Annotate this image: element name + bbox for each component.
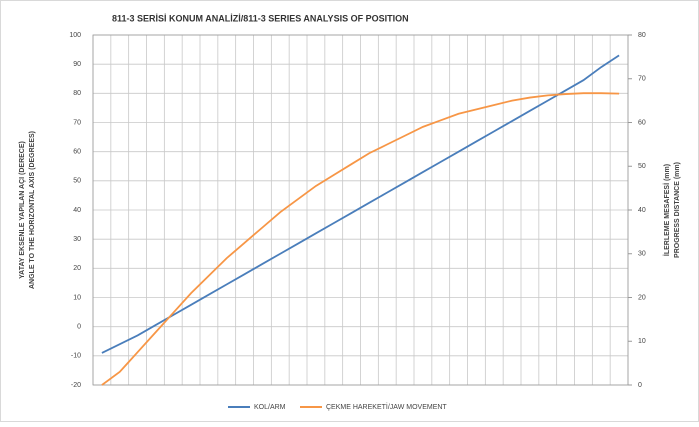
y2-axis-title: PROGRESS DISTANCE (mm)	[674, 162, 681, 258]
y2-tick-label: 70	[638, 76, 646, 83]
y-tick-label: 0	[77, 324, 81, 331]
legend-label: KOL/ARM	[254, 404, 286, 411]
y-tick-label: 30	[73, 236, 81, 243]
y-axis-title: ANGLE TO THE HORIZONTAL AXIS (DEGREES)	[29, 131, 36, 289]
y-tick-label: 50	[73, 178, 81, 185]
y2-tick-label: 50	[638, 163, 646, 170]
plot-border	[92, 34, 629, 386]
chart-title: 811-3 SERİSİ KONUM ANALİZİ/811-3 SERIES …	[112, 13, 409, 23]
y-tick-label: 100	[69, 32, 81, 39]
y2-tick-label: 20	[638, 294, 646, 301]
y-tick-label: 40	[73, 207, 81, 214]
y-tick-label: 60	[73, 149, 81, 156]
y2-tick-label: 80	[638, 32, 646, 39]
y2-tick-label: 10	[638, 338, 646, 345]
y2-tick-label: 60	[638, 119, 646, 126]
y-axis-title: YATAY EKSENLE YAPILAN AÇI (DERECE)	[19, 141, 26, 279]
y-tick-label: 10	[73, 294, 81, 301]
y-tick-label: -10	[71, 353, 81, 360]
y2-tick-label: 40	[638, 207, 646, 214]
series-line	[101, 92, 620, 386]
y-tick-label: 20	[73, 265, 81, 272]
series-line	[101, 54, 620, 354]
y-tick-label: 90	[73, 61, 81, 68]
y-tick-label: -20	[71, 382, 81, 389]
y2-tick-label: 30	[638, 251, 646, 258]
y-tick-label: 70	[73, 119, 81, 126]
y2-axis-title: İLERLEME MESAFESİ (mm)	[663, 164, 671, 256]
y-tick-label: 80	[73, 90, 81, 97]
legend-label: ÇEKME HAREKETİ/JAW MOVEMENT	[326, 402, 447, 411]
y2-tick-label: 0	[638, 382, 642, 389]
